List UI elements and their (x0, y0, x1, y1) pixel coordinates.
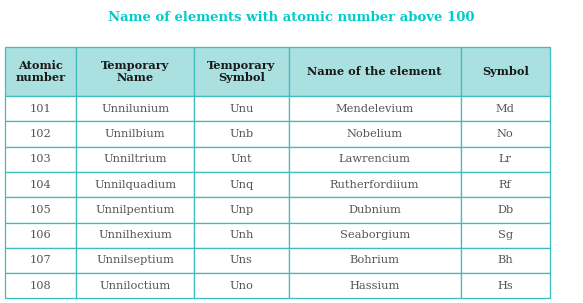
Text: Unt: Unt (230, 154, 252, 164)
Text: Unnilhexium: Unnilhexium (99, 230, 172, 240)
Text: Bh: Bh (497, 255, 513, 265)
Text: Uno: Uno (229, 281, 253, 291)
Text: Nobelium: Nobelium (347, 129, 403, 139)
Bar (289, 248, 461, 273)
Bar (194, 96, 289, 121)
Bar (194, 248, 289, 273)
Bar (76, 172, 194, 197)
Text: Unb: Unb (229, 129, 254, 139)
Text: Rutherfordiium: Rutherfordiium (330, 180, 419, 190)
Text: Unp: Unp (229, 205, 254, 215)
Text: 107: 107 (30, 255, 51, 265)
Bar (461, 273, 550, 298)
Bar (194, 147, 289, 172)
Bar (289, 172, 461, 197)
Text: Db: Db (497, 205, 513, 215)
Bar (194, 172, 289, 197)
Text: Unniloctium: Unniloctium (100, 281, 171, 291)
Bar (289, 121, 461, 147)
Bar (76, 96, 194, 121)
Text: Unnilquadium: Unnilquadium (94, 180, 176, 190)
Text: Temporary
Name: Temporary Name (101, 60, 170, 83)
Bar (461, 172, 550, 197)
Text: 103: 103 (30, 154, 51, 164)
Text: Dubnium: Dubnium (348, 205, 401, 215)
Bar (461, 96, 550, 121)
Bar (5, 147, 76, 172)
Bar (461, 197, 550, 222)
Text: Temporary
Symbol: Temporary Symbol (207, 60, 276, 83)
Text: Name of the element: Name of the element (307, 66, 442, 77)
Bar (76, 147, 194, 172)
Text: Unq: Unq (229, 180, 254, 190)
Bar (289, 197, 461, 222)
Bar (289, 47, 461, 96)
Bar (5, 273, 76, 298)
Bar (5, 222, 76, 248)
Bar (5, 197, 76, 222)
Text: Rf: Rf (499, 180, 511, 190)
Text: 106: 106 (30, 230, 51, 240)
Text: Hs: Hs (497, 281, 513, 291)
Bar (76, 121, 194, 147)
Bar (461, 47, 550, 96)
Text: Unnilseptium: Unnilseptium (96, 255, 174, 265)
Bar (194, 222, 289, 248)
Text: Unnilunium: Unnilunium (101, 104, 169, 114)
Bar (461, 121, 550, 147)
Bar (194, 121, 289, 147)
Text: Name of elements with atomic number above 100: Name of elements with atomic number abov… (108, 11, 475, 24)
Text: Hassium: Hassium (349, 281, 400, 291)
Bar (76, 197, 194, 222)
Bar (194, 197, 289, 222)
Text: 104: 104 (30, 180, 51, 190)
Bar (5, 248, 76, 273)
Bar (289, 273, 461, 298)
Text: Lawrencium: Lawrencium (339, 154, 410, 164)
Text: Atomic
number: Atomic number (16, 60, 65, 83)
Bar (5, 172, 76, 197)
Bar (194, 273, 289, 298)
Bar (5, 121, 76, 147)
Text: Bohrium: Bohrium (350, 255, 400, 265)
Bar (461, 147, 550, 172)
Text: 105: 105 (30, 205, 51, 215)
Bar (289, 147, 461, 172)
Bar (76, 273, 194, 298)
Bar (5, 96, 76, 121)
Text: Mendelevium: Mendelevium (336, 104, 414, 114)
Text: 102: 102 (30, 129, 51, 139)
Text: Lr: Lr (498, 154, 512, 164)
Text: Uns: Uns (230, 255, 253, 265)
Bar (76, 248, 194, 273)
Text: Unnilpentium: Unnilpentium (96, 205, 175, 215)
Text: Unniltrium: Unniltrium (103, 154, 167, 164)
Bar (461, 222, 550, 248)
Bar (461, 248, 550, 273)
Text: Seaborgium: Seaborgium (339, 230, 410, 240)
Bar (76, 222, 194, 248)
Bar (76, 47, 194, 96)
Text: Unh: Unh (229, 230, 254, 240)
Bar (5, 47, 76, 96)
Text: Sg: Sg (498, 230, 513, 240)
Text: Symbol: Symbol (482, 66, 529, 77)
Text: 108: 108 (30, 281, 51, 291)
Bar (194, 47, 289, 96)
Bar (289, 96, 461, 121)
Text: No: No (497, 129, 514, 139)
Text: 101: 101 (30, 104, 51, 114)
Text: Unnilbium: Unnilbium (105, 129, 166, 139)
Text: Unu: Unu (229, 104, 254, 114)
Bar (289, 222, 461, 248)
Text: Md: Md (496, 104, 515, 114)
